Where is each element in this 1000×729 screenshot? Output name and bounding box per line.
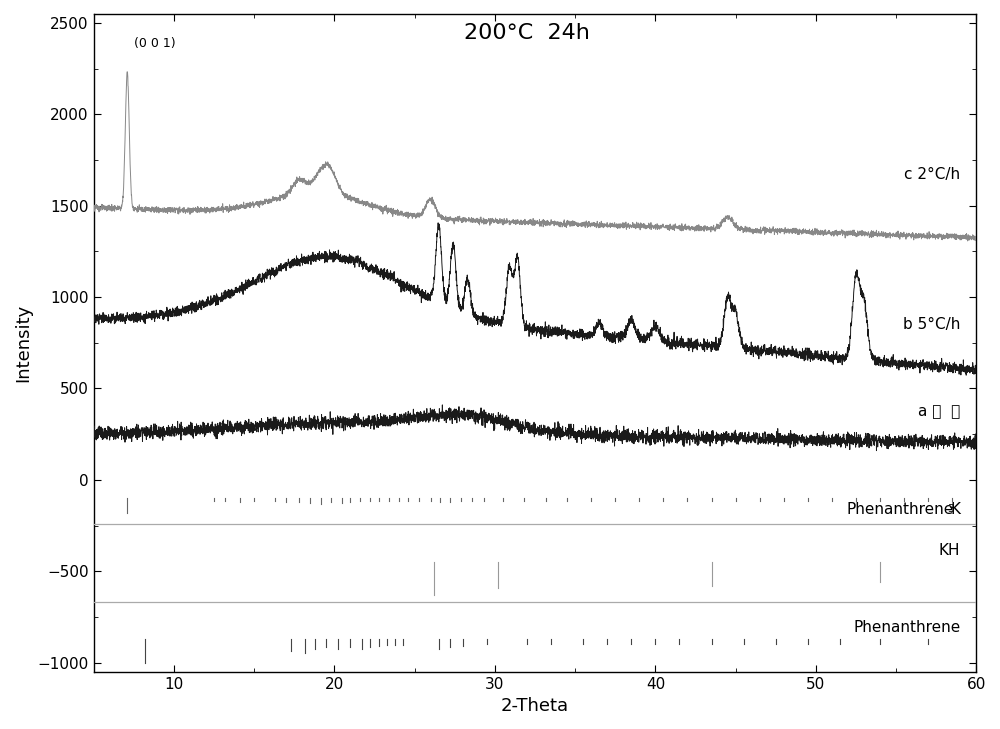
Text: Phenanthrene: Phenanthrene bbox=[853, 620, 960, 635]
Text: (0 0 1): (0 0 1) bbox=[134, 37, 175, 50]
Text: b 5°C/h: b 5°C/h bbox=[903, 317, 960, 332]
Text: Phenanthrene: Phenanthrene bbox=[847, 502, 954, 517]
Text: 3: 3 bbox=[948, 504, 955, 514]
Text: K: K bbox=[950, 502, 960, 517]
Text: c 2°C/h: c 2°C/h bbox=[904, 167, 960, 182]
Text: a 冰  浴: a 冰 浴 bbox=[918, 405, 960, 419]
Y-axis label: Intensity: Intensity bbox=[14, 304, 32, 382]
X-axis label: 2-Theta: 2-Theta bbox=[501, 697, 569, 715]
Text: 200°C  24h: 200°C 24h bbox=[464, 23, 590, 43]
Text: KH: KH bbox=[939, 543, 960, 558]
